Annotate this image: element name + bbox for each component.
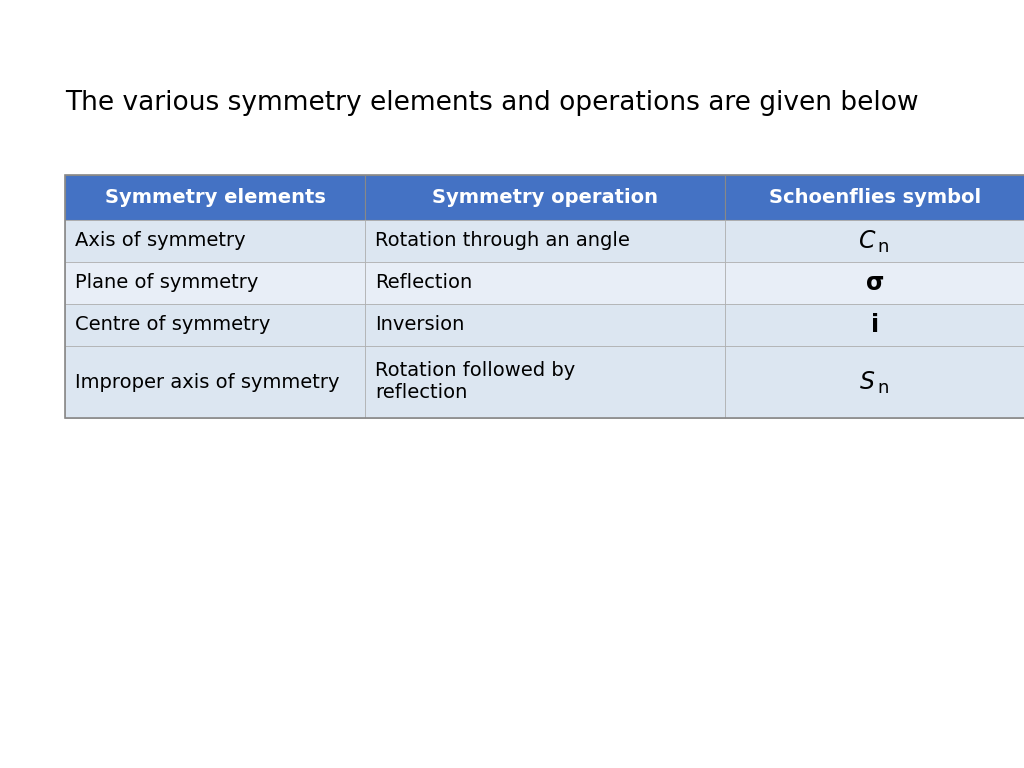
Text: Reflection: Reflection xyxy=(375,273,472,293)
Text: The various symmetry elements and operations are given below: The various symmetry elements and operat… xyxy=(65,90,919,116)
Text: Axis of symmetry: Axis of symmetry xyxy=(75,231,246,250)
Text: Plane of symmetry: Plane of symmetry xyxy=(75,273,258,293)
Text: Rotation through an angle: Rotation through an angle xyxy=(375,231,630,250)
Bar xyxy=(725,262,1024,304)
Bar xyxy=(725,304,1024,346)
Text: σ: σ xyxy=(866,271,884,295)
Text: i: i xyxy=(871,313,879,337)
Text: Schoenflies symbol: Schoenflies symbol xyxy=(769,188,981,207)
Text: Symmetry operation: Symmetry operation xyxy=(432,188,658,207)
Bar xyxy=(65,220,365,262)
Bar xyxy=(365,304,725,346)
Text: Improper axis of symmetry: Improper axis of symmetry xyxy=(75,372,340,392)
Bar xyxy=(725,346,1024,418)
Bar xyxy=(365,262,725,304)
Text: n: n xyxy=(877,379,889,397)
Bar xyxy=(65,262,365,304)
Bar xyxy=(725,175,1024,220)
Text: C: C xyxy=(858,229,874,253)
Text: Symmetry elements: Symmetry elements xyxy=(104,188,326,207)
Text: S: S xyxy=(860,370,874,394)
Bar xyxy=(65,175,1024,418)
Bar xyxy=(65,175,365,220)
Bar xyxy=(365,175,725,220)
Bar xyxy=(365,220,725,262)
Text: n: n xyxy=(877,238,889,256)
Text: Inversion: Inversion xyxy=(375,316,464,335)
Text: Rotation followed by
reflection: Rotation followed by reflection xyxy=(375,362,575,402)
Bar xyxy=(65,304,365,346)
Bar xyxy=(725,220,1024,262)
Bar xyxy=(65,346,365,418)
Bar xyxy=(365,346,725,418)
Text: Centre of symmetry: Centre of symmetry xyxy=(75,316,270,335)
